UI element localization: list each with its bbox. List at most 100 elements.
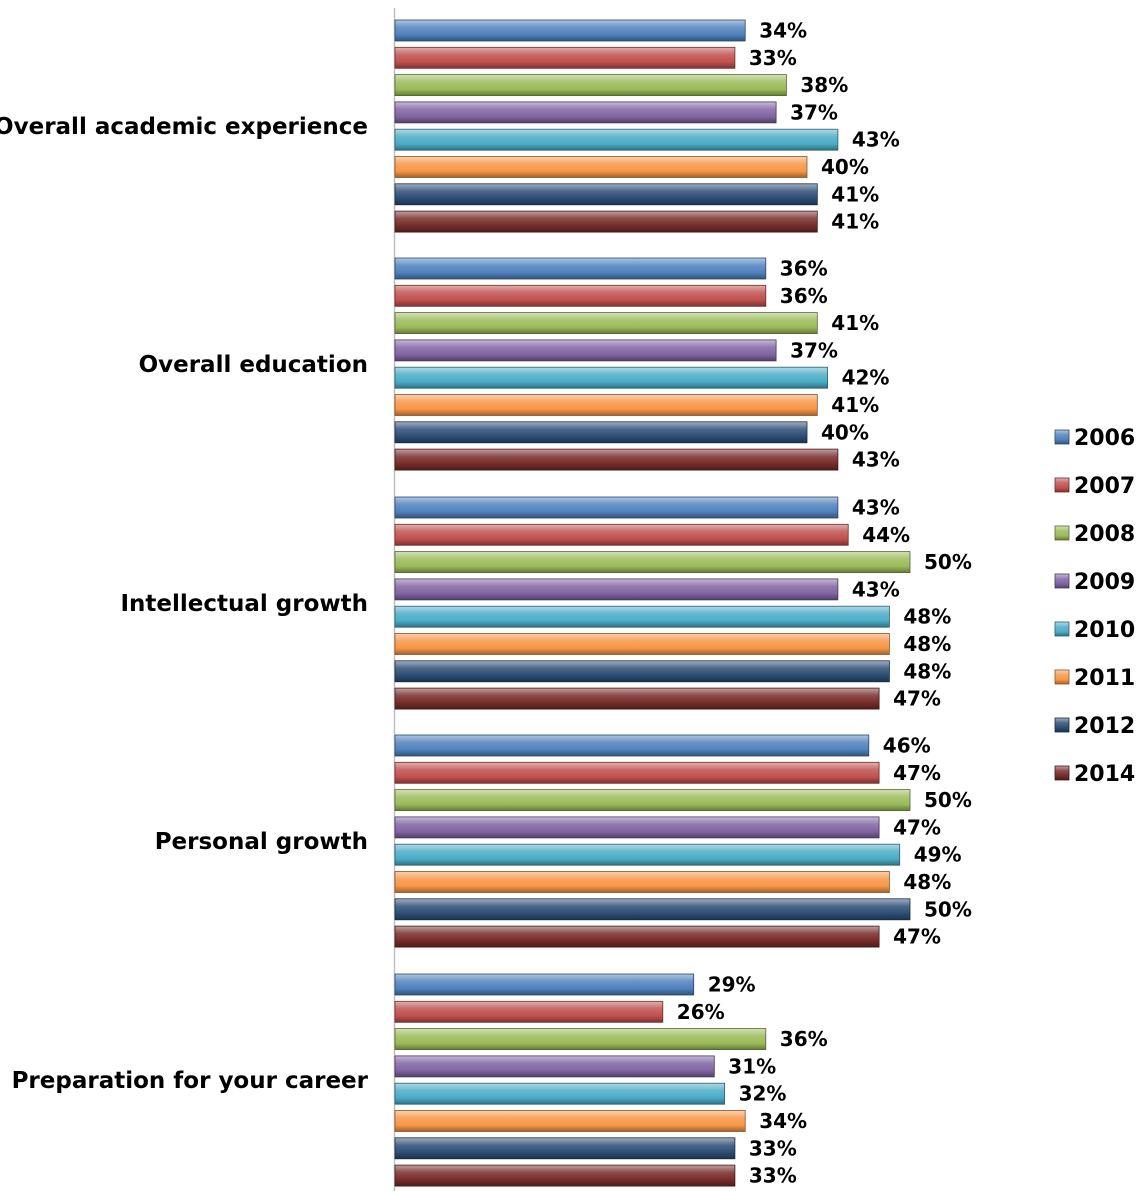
legend-swatch-2008	[1054, 525, 1070, 541]
legend-swatch-2010	[1054, 621, 1070, 637]
bar-2010-2	[394, 605, 890, 628]
bar-2014-2	[394, 687, 880, 710]
value-label-2007-2: 44%	[862, 523, 910, 547]
bar-2008-3	[394, 789, 911, 811]
bars-group: 34%33%38%37%43%40%41%41%36%36%41%37%42%4…	[394, 19, 972, 1188]
value-label-2006-0: 34%	[759, 19, 807, 43]
value-label-2010-3: 49%	[914, 843, 962, 867]
category-label-0: Overall academic experience	[0, 114, 368, 140]
value-label-2012-0: 41%	[831, 182, 879, 206]
bar-2014-0	[394, 210, 818, 233]
value-label-2014-0: 41%	[831, 210, 879, 234]
value-label-2007-0: 33%	[749, 46, 797, 70]
value-label-2012-1: 40%	[821, 420, 869, 444]
legend-swatch-2006	[1054, 429, 1070, 445]
bar-2006-1	[394, 257, 767, 280]
value-label-2006-3: 46%	[883, 734, 931, 758]
bar-2008-4	[394, 1028, 767, 1050]
legend-swatch-2012	[1054, 717, 1070, 733]
bar-2011-0	[394, 156, 808, 178]
value-label-2010-4: 32%	[739, 1082, 787, 1106]
legend-label-2012: 2012	[1074, 714, 1135, 739]
bar-2006-3	[394, 734, 870, 757]
bar-2010-0	[394, 128, 839, 151]
bar-2012-3	[394, 898, 911, 921]
value-label-2006-4: 29%	[708, 973, 756, 997]
bar-2010-4	[394, 1082, 726, 1105]
category-labels: Overall academic experience Overall educa…	[0, 114, 369, 1094]
legend-swatch-2007	[1054, 477, 1070, 493]
value-label-2014-1: 43%	[852, 448, 900, 472]
value-label-2012-3: 50%	[924, 897, 972, 921]
value-label-2011-1: 41%	[831, 393, 879, 417]
legend-label-2010: 2010	[1074, 618, 1135, 643]
value-label-2006-1: 36%	[780, 257, 828, 281]
category-label-4: Preparation for your career	[12, 1068, 369, 1094]
bar-2007-4	[394, 1000, 664, 1023]
category-label-1: Overall education	[139, 352, 368, 378]
value-label-2014-2: 47%	[893, 687, 941, 711]
value-label-2008-1: 41%	[831, 311, 879, 335]
value-label-2010-1: 42%	[842, 366, 890, 390]
bar-2014-1	[394, 448, 839, 471]
bar-2007-1	[394, 284, 767, 307]
bar-2009-3	[394, 816, 880, 839]
bar-2006-0	[394, 19, 746, 42]
bar-2011-4	[394, 1110, 746, 1132]
bar-2008-1	[394, 312, 818, 335]
category-label-2: Intellectual growth	[120, 591, 368, 617]
value-label-2007-4: 26%	[677, 1000, 725, 1024]
value-label-2014-4: 33%	[749, 1164, 797, 1188]
legend-swatch-2011	[1054, 669, 1070, 685]
bar-2010-3	[394, 843, 901, 866]
bar-2009-4	[394, 1055, 715, 1078]
value-label-2012-4: 33%	[749, 1136, 797, 1160]
category-label-3: Personal growth	[155, 829, 368, 855]
legend-label-2007: 2007	[1074, 474, 1135, 499]
bar-2006-2	[394, 496, 839, 519]
bar-2012-4	[394, 1137, 736, 1160]
value-label-2009-4: 31%	[728, 1054, 776, 1078]
bar-2006-4	[394, 973, 695, 996]
value-label-2010-0: 43%	[852, 128, 900, 152]
value-label-2011-2: 48%	[903, 632, 951, 656]
bar-2007-0	[394, 46, 736, 69]
legend-swatch-2014	[1054, 765, 1070, 781]
value-label-2007-1: 36%	[780, 284, 828, 308]
value-label-2011-0: 40%	[821, 155, 869, 179]
legend-label-2008: 2008	[1074, 522, 1135, 547]
bar-2011-2	[394, 633, 890, 655]
value-label-2009-0: 37%	[790, 100, 838, 124]
legend-swatch-2009	[1054, 573, 1070, 589]
value-label-2008-4: 36%	[780, 1027, 828, 1051]
value-label-2011-4: 34%	[759, 1109, 807, 1133]
bar-2012-1	[394, 421, 808, 444]
value-label-2006-2: 43%	[852, 496, 900, 520]
bar-2014-3	[394, 925, 880, 948]
value-label-2009-2: 43%	[852, 577, 900, 601]
bar-2007-2	[394, 523, 849, 546]
bar-2012-2	[394, 660, 890, 683]
bar-2009-0	[394, 101, 777, 124]
value-label-2009-1: 37%	[790, 338, 838, 362]
value-label-2007-3: 47%	[893, 761, 941, 785]
value-label-2014-3: 47%	[893, 925, 941, 949]
value-label-2008-3: 50%	[924, 788, 972, 812]
legend-label-2006: 2006	[1074, 426, 1135, 451]
legend-label-2009: 2009	[1074, 570, 1135, 595]
legend-label-2014: 2014	[1074, 762, 1135, 787]
value-label-2008-2: 50%	[924, 550, 972, 574]
bar-2008-0	[394, 74, 787, 96]
bar-2008-2	[394, 551, 911, 573]
bar-2011-3	[394, 871, 890, 893]
bar-2007-3	[394, 761, 880, 784]
value-label-2008-0: 38%	[800, 73, 848, 97]
bar-2010-1	[394, 366, 829, 389]
value-label-2012-2: 48%	[903, 659, 951, 683]
bar-2009-2	[394, 578, 839, 601]
bar-2012-0	[394, 183, 818, 206]
value-label-2009-3: 47%	[893, 815, 941, 839]
value-label-2010-2: 48%	[903, 605, 951, 629]
legend-label-2011: 2011	[1074, 666, 1135, 691]
